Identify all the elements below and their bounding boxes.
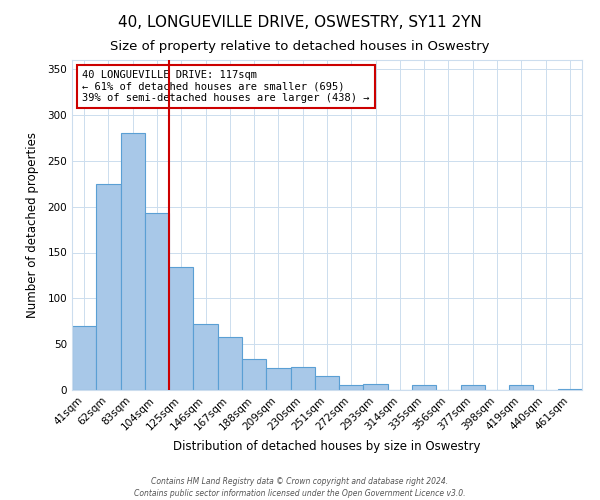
X-axis label: Distribution of detached houses by size in Oswestry: Distribution of detached houses by size … — [173, 440, 481, 453]
Bar — [96, 184, 121, 390]
Y-axis label: Number of detached properties: Number of detached properties — [26, 132, 39, 318]
Bar — [145, 213, 169, 390]
Bar — [558, 389, 582, 390]
Bar — [242, 359, 266, 390]
Text: 40, LONGUEVILLE DRIVE, OSWESTRY, SY11 2YN: 40, LONGUEVILLE DRIVE, OSWESTRY, SY11 2Y… — [118, 15, 482, 30]
Bar — [315, 376, 339, 390]
Bar — [121, 134, 145, 390]
Bar — [266, 368, 290, 390]
Bar — [290, 367, 315, 390]
Text: Contains HM Land Registry data © Crown copyright and database right 2024.
Contai: Contains HM Land Registry data © Crown c… — [134, 476, 466, 498]
Bar — [509, 386, 533, 390]
Bar — [193, 324, 218, 390]
Bar — [461, 386, 485, 390]
Text: Size of property relative to detached houses in Oswestry: Size of property relative to detached ho… — [110, 40, 490, 53]
Bar — [72, 326, 96, 390]
Text: 40 LONGUEVILLE DRIVE: 117sqm
← 61% of detached houses are smaller (695)
39% of s: 40 LONGUEVILLE DRIVE: 117sqm ← 61% of de… — [82, 70, 370, 103]
Bar — [364, 384, 388, 390]
Bar — [412, 386, 436, 390]
Bar — [339, 386, 364, 390]
Bar — [218, 337, 242, 390]
Bar — [169, 267, 193, 390]
